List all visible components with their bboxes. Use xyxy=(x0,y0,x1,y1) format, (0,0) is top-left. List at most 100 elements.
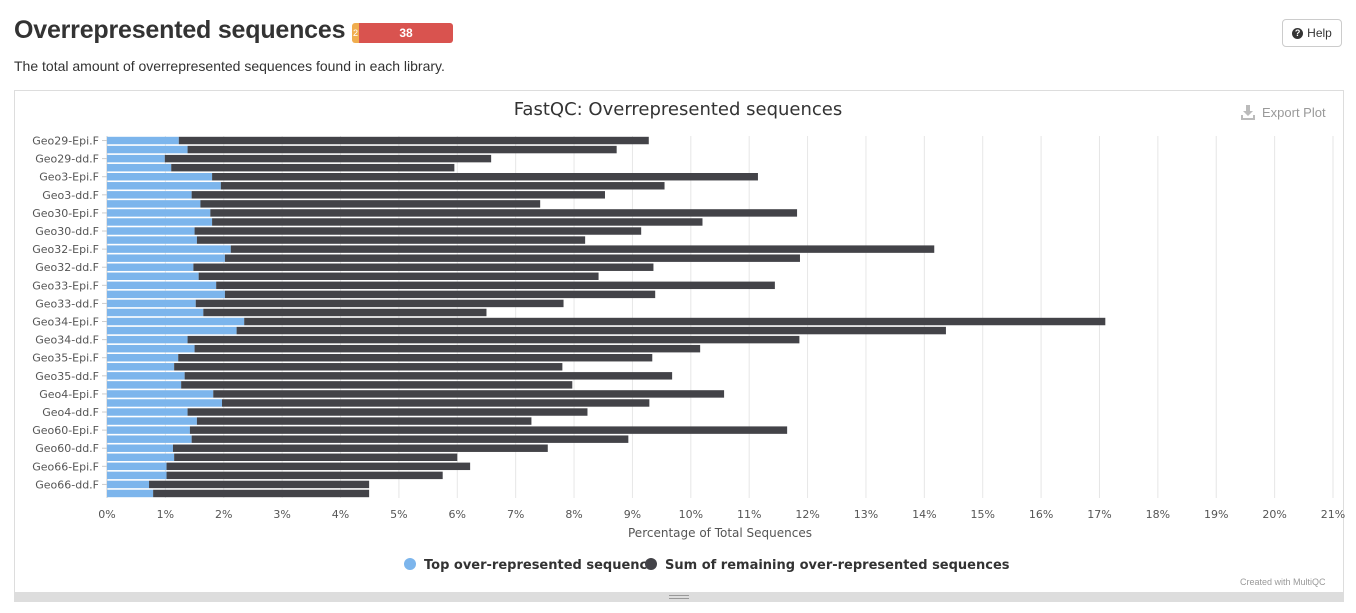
bar-top-sequence xyxy=(107,381,182,389)
x-tick-label: 10% xyxy=(679,508,703,521)
bar-remaining-sequences xyxy=(212,218,703,226)
bar-top-sequence xyxy=(107,363,175,371)
bar-top-sequence xyxy=(107,435,192,443)
bar-remaining-sequences xyxy=(200,200,541,208)
x-tick-label: 7% xyxy=(507,508,524,521)
bar-remaining-sequences xyxy=(166,471,443,480)
bar-top-sequence xyxy=(107,245,231,253)
bar-top-sequence xyxy=(107,299,196,308)
bar-remaining-sequences xyxy=(224,290,656,299)
status-fail-segment[interactable]: 38 xyxy=(359,23,453,43)
export-plot-label: Export Plot xyxy=(1262,104,1326,120)
y-tick-label: Geo29-dd.F xyxy=(35,153,99,166)
bar-top-sequence xyxy=(107,218,213,226)
bar-top-sequence xyxy=(107,399,223,407)
y-tick-label: Geo34-Epi.F xyxy=(32,316,99,329)
x-tick-label: 0% xyxy=(98,508,115,521)
bar-remaining-sequences xyxy=(194,227,642,235)
x-tick-label: 3% xyxy=(273,508,290,521)
y-tick-label: Geo66-dd.F xyxy=(35,478,99,491)
bar-remaining-sequences xyxy=(195,299,564,308)
bar-top-sequence xyxy=(107,290,225,299)
bar-top-sequence xyxy=(107,372,185,380)
bar-remaining-sequences xyxy=(210,209,798,217)
bar-remaining-sequences xyxy=(171,163,455,172)
bar-top-sequence xyxy=(107,154,165,163)
bar-remaining-sequences xyxy=(187,408,588,416)
x-tick-label: 16% xyxy=(1029,508,1053,521)
y-tick-label: Geo35-dd.F xyxy=(35,370,99,383)
x-tick-label: 2% xyxy=(215,508,232,521)
y-tick-label: Geo30-Epi.F xyxy=(32,207,99,220)
bar-top-sequence xyxy=(107,191,192,199)
bar-remaining-sequences xyxy=(181,381,573,389)
x-tick-label: 6% xyxy=(449,508,466,521)
bar-remaining-sequences xyxy=(174,363,563,371)
bar-remaining-sequences xyxy=(236,326,946,335)
bar-top-sequence xyxy=(107,489,154,498)
y-tick-label: Geo60-Epi.F xyxy=(32,424,99,437)
help-button-label: Help xyxy=(1307,26,1332,40)
bar-remaining-sequences xyxy=(187,145,617,154)
bar-remaining-sequences xyxy=(178,136,649,145)
bar-top-sequence xyxy=(107,335,188,344)
multiqc-credit: Created with MultiQC xyxy=(1240,577,1326,587)
bar-top-sequence xyxy=(107,272,199,280)
bar-remaining-sequences xyxy=(194,344,701,353)
bar-remaining-sequences xyxy=(222,399,650,407)
resize-grip-icon xyxy=(669,595,689,599)
x-tick-label: 12% xyxy=(795,508,819,521)
page-title: Overrepresented sequences xyxy=(14,16,346,44)
bar-remaining-sequences xyxy=(191,191,605,199)
y-tick-label: Geo32-dd.F xyxy=(35,261,99,274)
bar-remaining-sequences xyxy=(189,426,788,434)
question-circle-icon: ? xyxy=(1292,27,1304,39)
bar-top-sequence xyxy=(107,426,190,434)
bar-top-sequence xyxy=(107,326,237,335)
status-progress-bar[interactable]: 2 38 xyxy=(352,23,453,43)
y-tick-label: Geo33-Epi.F xyxy=(32,279,99,292)
y-tick-label: Geo29-Epi.F xyxy=(32,135,99,148)
x-tick-label: 17% xyxy=(1087,508,1111,521)
bar-top-sequence xyxy=(107,354,179,362)
legend-item-top-sequence: Top over-represented sequence xyxy=(424,558,656,573)
legend-item-top-sequence-marker xyxy=(404,558,416,570)
plot-resize-handle[interactable] xyxy=(14,592,1344,602)
bar-top-sequence xyxy=(107,209,211,217)
bar-top-sequence xyxy=(107,462,167,471)
status-warn-segment[interactable]: 2 xyxy=(352,23,359,43)
bar-remaining-sequences xyxy=(172,444,548,452)
bar-top-sequence xyxy=(107,136,179,145)
bar-remaining-sequences xyxy=(187,335,800,344)
x-tick-label: 13% xyxy=(854,508,878,521)
bar-top-sequence xyxy=(107,145,188,154)
download-icon xyxy=(1241,105,1255,120)
x-tick-label: 5% xyxy=(390,508,407,521)
help-button[interactable]: ? Help xyxy=(1282,19,1342,47)
bar-remaining-sequences xyxy=(164,154,492,163)
bar-remaining-sequences xyxy=(224,254,800,262)
bar-top-sequence xyxy=(107,444,173,452)
x-tick-label: 18% xyxy=(1146,508,1170,521)
bar-remaining-sequences xyxy=(191,435,629,443)
bar-remaining-sequences xyxy=(149,480,370,489)
y-tick-label: Geo34-dd.F xyxy=(35,334,99,347)
bar-remaining-sequences xyxy=(244,317,1106,326)
bar-remaining-sequences xyxy=(174,453,458,461)
bar-remaining-sequences xyxy=(178,354,653,362)
export-plot-button[interactable]: Export Plot xyxy=(1240,104,1326,120)
bar-top-sequence xyxy=(107,317,245,326)
y-tick-label: Geo32-Epi.F xyxy=(32,243,99,256)
y-tick-label: Geo4-Epi.F xyxy=(39,388,99,401)
bar-top-sequence xyxy=(107,417,197,425)
x-tick-label: 4% xyxy=(332,508,349,521)
chart-title: FastQC: Overrepresented sequences xyxy=(514,99,843,120)
x-tick-label: 15% xyxy=(970,508,994,521)
y-tick-label: Geo4-dd.F xyxy=(42,406,99,419)
bar-remaining-sequences xyxy=(196,417,532,425)
bar-remaining-sequences xyxy=(216,281,775,290)
bar-top-sequence xyxy=(107,254,225,262)
bar-top-sequence xyxy=(107,227,195,235)
y-tick-label: Geo60-dd.F xyxy=(35,442,99,455)
